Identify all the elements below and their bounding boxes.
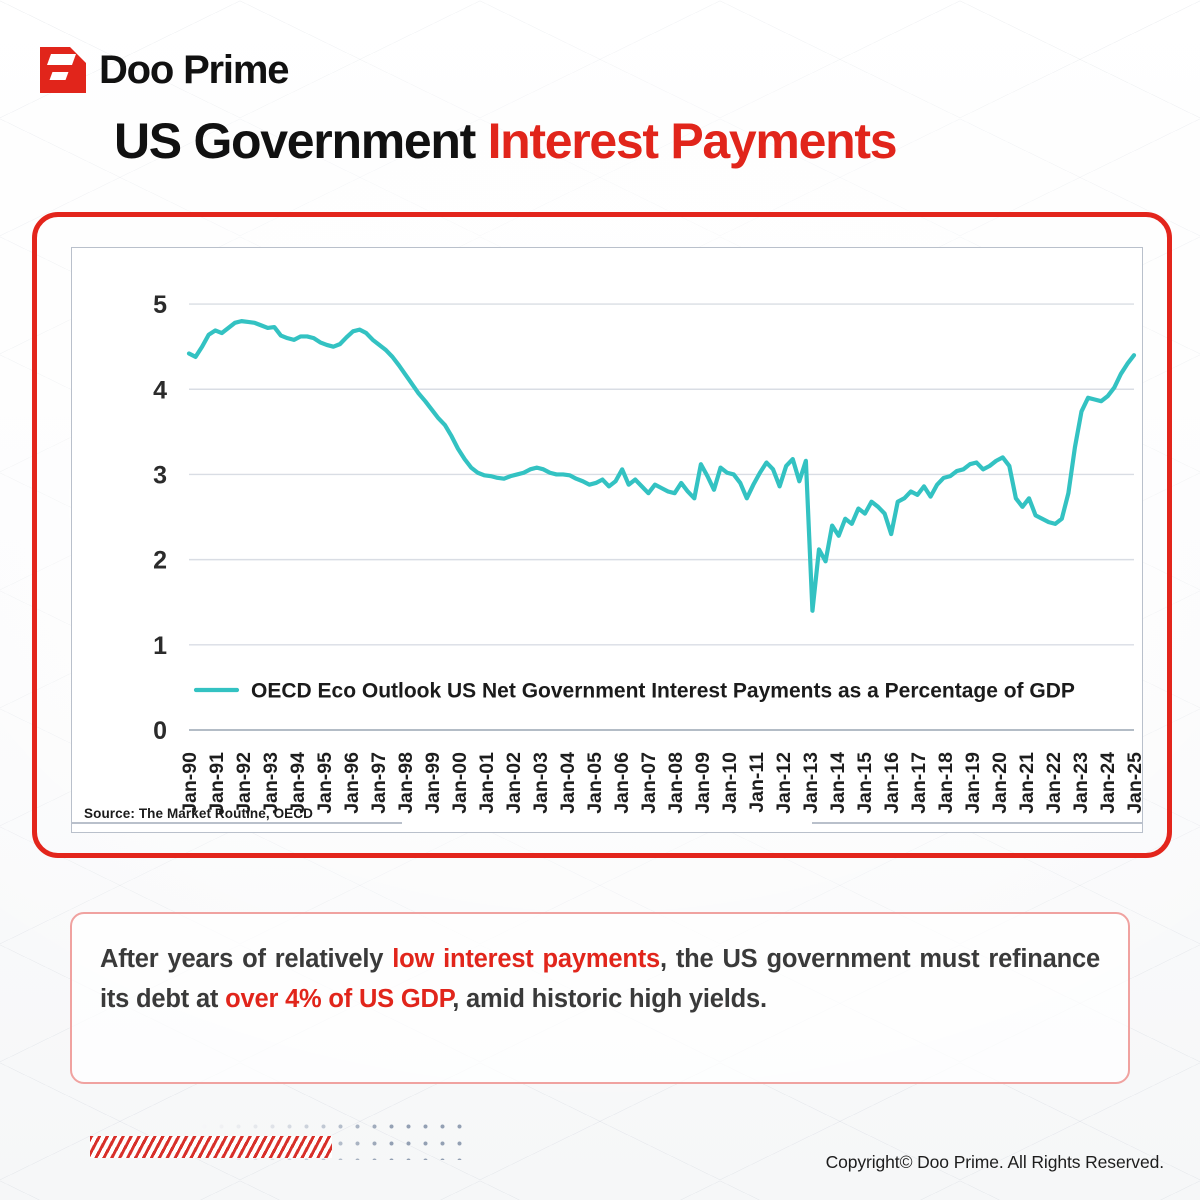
svg-text:Jan-21: Jan-21 (1016, 752, 1038, 814)
svg-text:Jan-07: Jan-07 (638, 752, 660, 814)
svg-text:Jan-10: Jan-10 (719, 752, 741, 814)
svg-text:Jan-12: Jan-12 (773, 752, 795, 814)
interest-payments-line-chart: 0 1 2 3 4 5 OECD Eco Outlook US Net Government… (153, 291, 1146, 814)
svg-text:Jan-01: Jan-01 (476, 752, 498, 814)
caption-seg-2: , the US government must refinance its d… (100, 945, 1100, 1013)
chart-card: 0 1 2 3 4 5 OECD Eco Outlook US Net Government… (71, 247, 1146, 834)
svg-text:Jan-94: Jan-94 (287, 752, 309, 814)
svg-text:Jan-90: Jan-90 (179, 752, 201, 814)
chart-frame: 0 1 2 3 4 5 OECD Eco Outlook US Net Government… (32, 212, 1172, 858)
svg-text:1: 1 (153, 632, 167, 660)
svg-text:Jan-24: Jan-24 (1097, 752, 1119, 814)
svg-text:Jan-02: Jan-02 (503, 752, 525, 814)
chart-source-label: Source: The Market Routine, OECD (84, 806, 313, 821)
brand-logo-text: Doo Prime (99, 48, 289, 92)
svg-text:Jan-00: Jan-00 (449, 752, 471, 814)
svg-text:Jan-16: Jan-16 (881, 752, 903, 814)
svg-text:OECD Eco Outlook US Net Govern: OECD Eco Outlook US Net Government Inter… (251, 680, 1075, 703)
svg-text:0: 0 (153, 717, 167, 745)
svg-text:Jan-92: Jan-92 (233, 752, 255, 814)
svg-text:2: 2 (153, 547, 167, 575)
doo-prime-mark-icon (40, 47, 86, 93)
svg-text:3: 3 (153, 461, 167, 489)
svg-text:Jan-09: Jan-09 (692, 752, 714, 814)
page-title: US Government Interest Payments (114, 113, 898, 169)
svg-text:Jan-15: Jan-15 (854, 752, 876, 814)
svg-text:Jan-93: Jan-93 (260, 752, 282, 814)
svg-text:Jan-25: Jan-25 (1124, 752, 1144, 814)
svg-text:Jan-98: Jan-98 (395, 752, 417, 814)
svg-text:Jan-04: Jan-04 (557, 752, 579, 814)
svg-text:Jan-05: Jan-05 (584, 752, 606, 814)
svg-text:Jan-22: Jan-22 (1043, 752, 1065, 814)
source-divider-left (72, 822, 402, 824)
svg-text:5: 5 (153, 291, 167, 319)
svg-text:Jan-14: Jan-14 (827, 752, 849, 814)
page-title-plain: US Government (114, 113, 488, 169)
caption-seg-3: , amid historic high yields. (452, 984, 767, 1013)
svg-text:Jan-20: Jan-20 (989, 752, 1011, 814)
svg-text:Jan-96: Jan-96 (341, 752, 363, 814)
svg-text:Jan-03: Jan-03 (530, 752, 552, 814)
svg-text:Jan-11: Jan-11 (746, 752, 768, 813)
caption-highlight-2: over 4% of US GDP (225, 984, 453, 1013)
page-title-accent: Interest Payments (487, 113, 898, 169)
chart-plot-area: 0 1 2 3 4 5 OECD Eco Outlook US Net Government… (72, 248, 1146, 834)
footer-copyright: Copyright© Doo Prime. All Rights Reserve… (825, 1152, 1165, 1172)
svg-text:Jan-19: Jan-19 (962, 752, 984, 814)
caption-highlight-1: low interest payments (392, 945, 661, 973)
svg-text:Jan-13: Jan-13 (800, 752, 822, 814)
caption-seg-1: After years of relatively (100, 945, 393, 973)
svg-text:4: 4 (153, 376, 167, 404)
caption-text: After years of relatively low interest p… (100, 940, 1100, 1019)
svg-text:Jan-91: Jan-91 (206, 752, 228, 814)
brand-logo: Doo Prime (40, 47, 289, 93)
svg-text:Jan-95: Jan-95 (314, 752, 336, 814)
svg-text:Jan-97: Jan-97 (368, 752, 390, 814)
decorative-stripe-bar (90, 1136, 332, 1158)
svg-text:Jan-06: Jan-06 (611, 752, 633, 814)
svg-text:Jan-08: Jan-08 (665, 752, 687, 814)
svg-text:Jan-18: Jan-18 (935, 752, 957, 814)
source-divider-right (812, 822, 1142, 824)
svg-text:Jan-17: Jan-17 (908, 752, 930, 814)
svg-text:Jan-99: Jan-99 (422, 752, 444, 814)
svg-text:Jan-23: Jan-23 (1070, 752, 1092, 814)
caption-box: After years of relatively low interest p… (70, 912, 1130, 1084)
